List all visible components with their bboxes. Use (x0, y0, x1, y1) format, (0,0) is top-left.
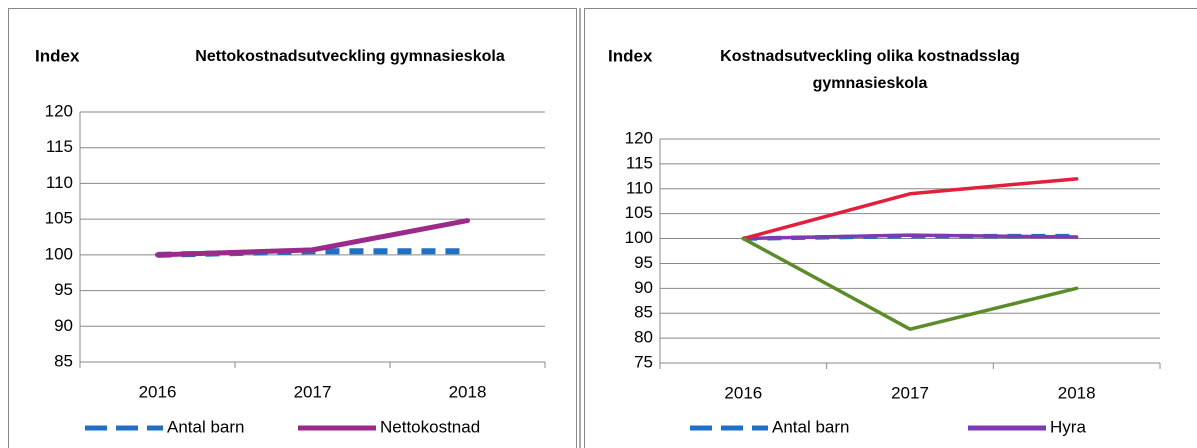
y-axis-label: Index (608, 46, 653, 65)
y-tick-label: 120 (45, 101, 73, 120)
y-tick-label: 100 (625, 228, 653, 247)
y-tick-label: 90 (634, 278, 653, 297)
x-tick-label: 2018 (449, 382, 487, 401)
x-tick-label: 2018 (1058, 383, 1096, 402)
legend-label: Antal barn (772, 417, 850, 436)
chart-title: Kostnadsutveckling olika kostnadsslag gy… (720, 48, 1020, 92)
y-tick-label: 95 (634, 253, 653, 272)
series-line (741, 177, 1079, 241)
y-tick-label: 120 (625, 128, 653, 147)
y-tick-label: 80 (634, 328, 653, 347)
legend-label: Nettokostnad (380, 417, 480, 436)
y-tick-label: 105 (625, 203, 653, 222)
x-tick-label: 2017 (891, 383, 929, 402)
legend-label: Hyra (1050, 417, 1086, 436)
y-tick-label: 85 (634, 303, 653, 322)
x-tick-label: 2016 (139, 382, 177, 401)
chart-title: Nettokostnadsutveckling gymnasieskola (195, 48, 505, 65)
panel-frame (8, 8, 577, 448)
legend-label: Antal barn (167, 417, 245, 436)
y-tick-label: 110 (626, 178, 653, 197)
y-tick-label: 90 (54, 316, 73, 335)
y-tick-label: 75 (634, 352, 653, 371)
y-tick-label: 95 (54, 280, 73, 299)
series-line (741, 236, 1079, 331)
series-line (155, 218, 470, 258)
y-axis-label: Index (35, 46, 80, 65)
y-tick-label: 115 (626, 153, 653, 172)
y-tick-label: 85 (54, 351, 73, 370)
panel-frame (584, 8, 1197, 448)
y-tick-label: 110 (46, 173, 73, 192)
y-tick-label: 100 (45, 244, 73, 263)
series-line (741, 233, 1079, 241)
y-tick-label: 115 (46, 137, 73, 156)
y-tick-label: 105 (45, 209, 73, 228)
x-tick-label: 2017 (294, 382, 332, 401)
x-tick-label: 2016 (724, 383, 762, 402)
